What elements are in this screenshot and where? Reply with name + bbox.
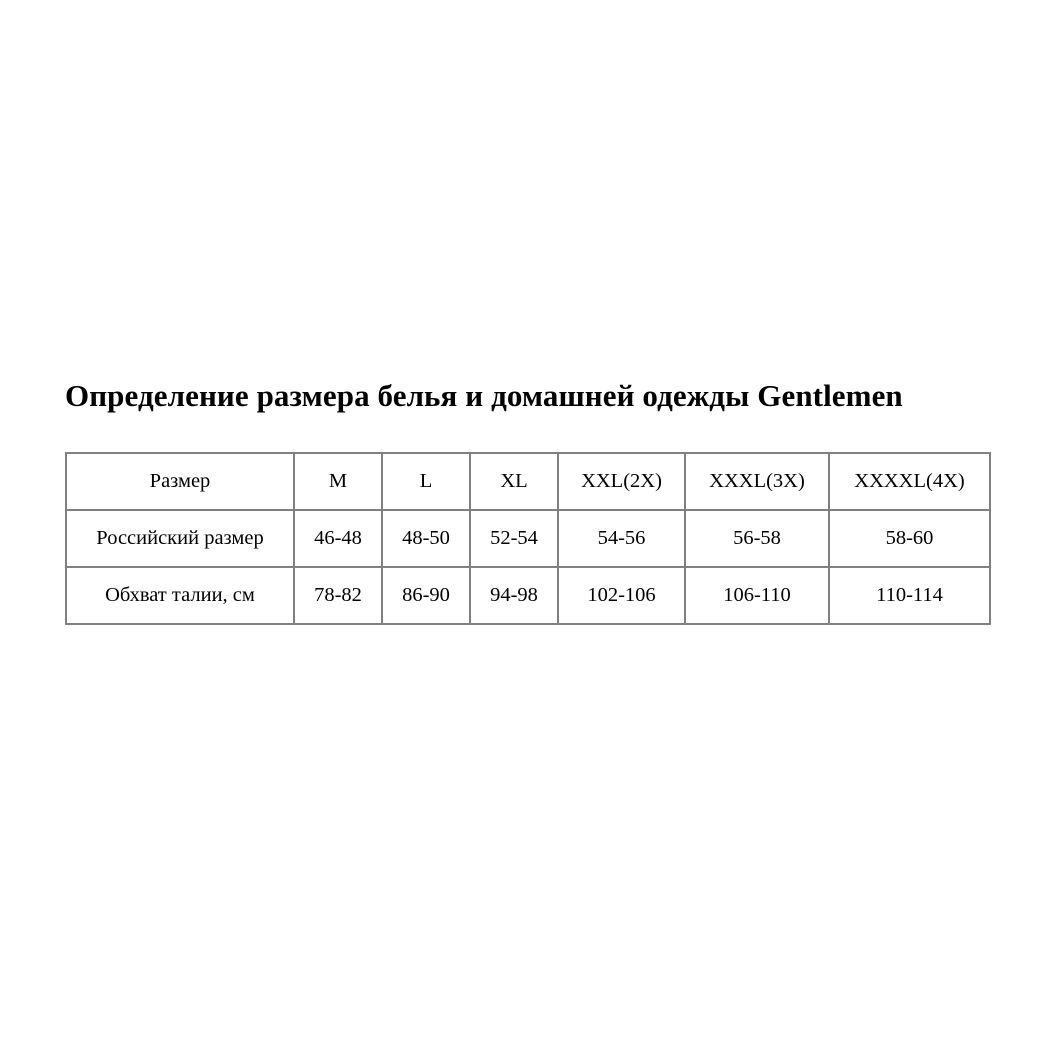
size-table: Размер M L XL XXL(2X) XXXL(3X) XXXXL(4X) Россий… — [65, 452, 991, 625]
table-cell: M — [293, 452, 383, 511]
table-cell: XXL(2X) — [557, 452, 686, 511]
table-cell: 78-82 — [293, 566, 383, 625]
table-cell: XL — [469, 452, 559, 511]
row-header-cell: Обхват талии, см — [65, 566, 295, 625]
table-cell: L — [381, 452, 471, 511]
waist-row: Обхват талии, см 78-82 86-90 94-98 102-106 10… — [65, 566, 991, 625]
table-cell: 110-114 — [828, 566, 991, 625]
table-cell: 94-98 — [469, 566, 559, 625]
row-header-cell: Российский размер — [65, 509, 295, 568]
russian-size-row: Российский размер 46-48 48-50 52-54 54-56 56-… — [65, 509, 991, 568]
table-cell: 102-106 — [557, 566, 686, 625]
table-cell: 48-50 — [381, 509, 471, 568]
row-header-cell: Размер — [65, 452, 295, 511]
table-cell: 86-90 — [381, 566, 471, 625]
table-cell: 58-60 — [828, 509, 991, 568]
table-cell: XXXL(3X) — [684, 452, 830, 511]
page-title: Определение размера белья и домашней оде… — [65, 378, 903, 413]
table-cell: 54-56 — [557, 509, 686, 568]
table-cell: 56-58 — [684, 509, 830, 568]
table-cell: 52-54 — [469, 509, 559, 568]
table-cell: 46-48 — [293, 509, 383, 568]
size-row: Размер M L XL XXL(2X) XXXL(3X) XXXXL(4X) — [65, 452, 991, 511]
table-cell: 106-110 — [684, 566, 830, 625]
table-cell: XXXXL(4X) — [828, 452, 991, 511]
